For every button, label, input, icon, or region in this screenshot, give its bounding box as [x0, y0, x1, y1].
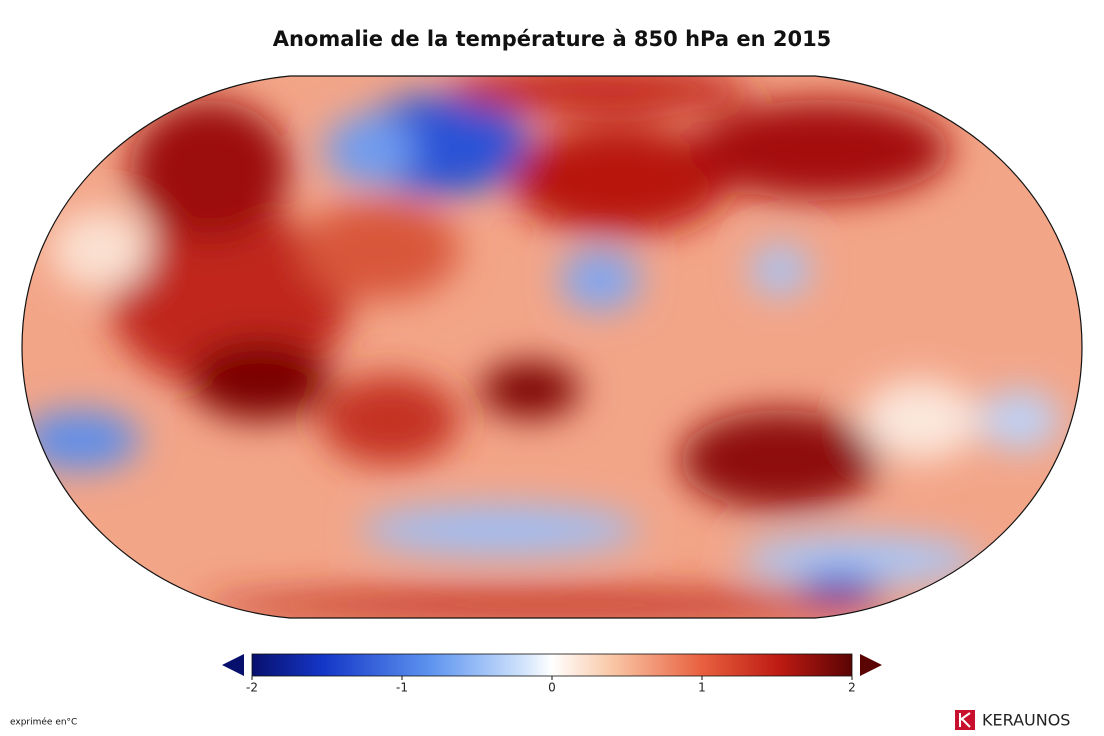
colorbar-tick-label: -1	[396, 681, 408, 695]
anomaly-field	[22, 76, 1082, 618]
colorbar-tick-label: 1	[698, 681, 706, 695]
brand-logo	[955, 710, 975, 730]
title: Anomalie de la température à 850 hPa en …	[273, 27, 832, 51]
colorbar-max-arrow	[860, 654, 882, 676]
brand-logo-mark	[959, 712, 971, 728]
colorbar-ticks: -2 -1 0 1 2	[246, 676, 856, 695]
colorbar-tick-label: 0	[548, 681, 556, 695]
colorbar-tick-label: 2	[848, 681, 856, 695]
map-border	[21, 75, 1083, 619]
colorbar-min-arrow	[222, 654, 244, 676]
colorbar	[251, 653, 853, 677]
colorbar-tick-label: -2	[246, 681, 258, 695]
brand-name: KERAUNOS	[982, 711, 1070, 730]
unit-note: exprimée en°C	[10, 717, 77, 728]
